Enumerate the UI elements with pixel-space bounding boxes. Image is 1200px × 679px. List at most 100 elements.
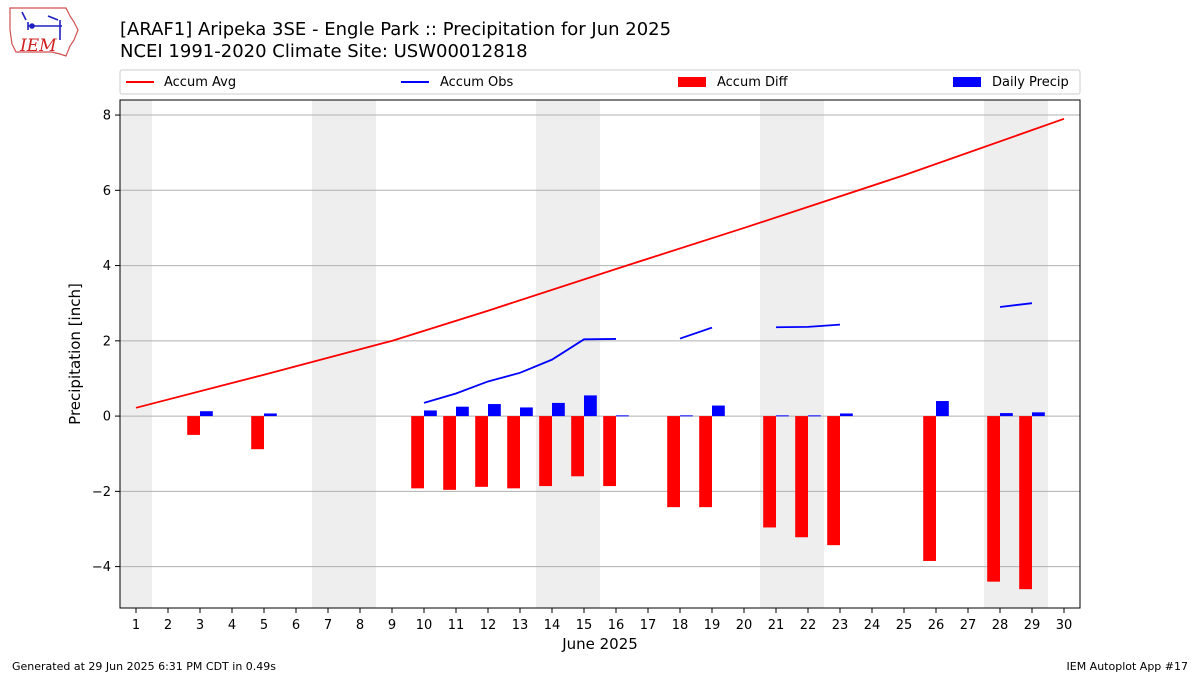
grid-lines <box>120 114 1080 568</box>
legend-swatch-accum-diff <box>678 77 706 87</box>
x-tick-label-26: 26 <box>928 618 945 633</box>
legend-label-accum-avg: Accum Avg <box>164 75 236 90</box>
bar-accum-diff-day-10 <box>411 416 424 489</box>
line-accum-obs-segment-3 <box>775 323 841 329</box>
legend-frame <box>119 69 1081 95</box>
bar-accum-diff-day-19 <box>699 416 712 508</box>
bar-accum-diff-day-28 <box>987 416 1000 582</box>
iowa-outline-icon <box>9 7 79 57</box>
bar-accum-diff-day-12 <box>475 416 488 487</box>
y-axis-ticks: −4 −2 0 2 4 6 8 <box>92 109 120 575</box>
bar-daily-precip-day-28 <box>1000 413 1013 417</box>
x-tick-label-17: 17 <box>640 618 657 633</box>
x-tick-label-22: 22 <box>800 618 817 633</box>
x-tick-label-28: 28 <box>992 618 1009 633</box>
x-tick-label-8: 8 <box>356 618 364 633</box>
bar-accum-diff-day-16 <box>603 416 616 487</box>
bar-accum-diff-day-18 <box>667 416 680 508</box>
chart-subtitle: NCEI 1991-2020 Climate Site: USW00012818 <box>120 41 528 62</box>
legend-label-daily-precip: Daily Precip <box>992 75 1069 90</box>
bar-accum-diff-day-3 <box>187 416 200 435</box>
line-accum-avg <box>135 117 1065 409</box>
legend-swatch-daily-precip <box>953 77 981 87</box>
y-tick-label--4: −4 <box>92 560 111 575</box>
bar-daily-precip-day-22 <box>808 415 821 417</box>
bar-daily-precip-day-13 <box>520 407 533 417</box>
x-tick-label-1: 1 <box>132 618 140 633</box>
bar-accum-diff-day-23 <box>827 416 840 546</box>
x-tick-label-30: 30 <box>1056 618 1073 633</box>
y-tick-label-4: 4 <box>103 259 111 274</box>
weekend-band-3 <box>536 100 600 608</box>
footer-app: IEM Autoplot App #17 <box>1067 660 1189 673</box>
bar-daily-precip-day-26 <box>936 401 949 417</box>
footer-generated: Generated at 29 Jun 2025 6:31 PM CDT in … <box>12 660 276 673</box>
x-tick-label-11: 11 <box>448 618 465 633</box>
weekend-band-1 <box>120 100 152 608</box>
x-tick-label-16: 16 <box>608 618 625 633</box>
bar-accum-diff-day-26 <box>923 416 936 561</box>
bar-accum-diff-day-29 <box>1019 416 1032 590</box>
x-tick-label-12: 12 <box>480 618 497 633</box>
weekend-band-4 <box>760 100 824 608</box>
bar-daily-precip-day-29 <box>1032 412 1045 417</box>
legend-item-accum-obs: Accum Obs <box>401 75 513 90</box>
bar-daily-precip-day-15 <box>584 395 597 417</box>
bar-daily-precip-day-23 <box>840 413 853 417</box>
legend: Accum Avg Accum Obs Accum Diff Daily Pre… <box>119 69 1081 95</box>
x-tick-label-4: 4 <box>228 618 236 633</box>
bar-daily-precip-day-3 <box>200 411 213 417</box>
x-tick-label-3: 3 <box>196 618 204 633</box>
y-tick-label-0: 0 <box>103 410 111 425</box>
bar-daily-precip-day-12 <box>488 404 501 417</box>
legend-item-accum-avg: Accum Avg <box>126 75 236 90</box>
y-tick-label--2: −2 <box>92 485 111 500</box>
legend-label-accum-diff: Accum Diff <box>717 75 789 90</box>
weather-station-icon <box>21 11 62 40</box>
x-tick-label-9: 9 <box>388 618 396 633</box>
lines <box>135 117 1065 409</box>
bar-daily-precip-day-21 <box>776 415 789 417</box>
x-axis-ticks: 1 2 3 4 5 6 7 8 9 10 11 12 13 14 15 16 17 18 19 20 21 22 23 24 2… <box>132 608 1072 633</box>
x-tick-label-21: 21 <box>768 618 785 633</box>
y-tick-label-6: 6 <box>103 184 111 199</box>
x-tick-label-6: 6 <box>292 618 300 633</box>
x-tick-label-7: 7 <box>324 618 332 633</box>
logo-text: IEM <box>19 36 57 56</box>
x-tick-label-23: 23 <box>832 618 849 633</box>
line-accum-obs-segment-1 <box>423 338 617 404</box>
x-tick-label-19: 19 <box>704 618 721 633</box>
bar-daily-precip-day-11 <box>456 406 469 417</box>
legend-label-accum-obs: Accum Obs <box>440 75 513 90</box>
x-tick-label-2: 2 <box>164 618 172 633</box>
bar-accum-diff-day-21 <box>763 416 776 528</box>
x-tick-label-25: 25 <box>896 618 913 633</box>
bar-daily-precip-day-18 <box>680 415 693 417</box>
bars <box>187 395 1045 590</box>
x-tick-label-29: 29 <box>1024 618 1041 633</box>
bar-daily-precip-day-14 <box>552 402 565 417</box>
x-tick-label-24: 24 <box>864 618 881 633</box>
x-tick-label-15: 15 <box>576 618 593 633</box>
line-accum-obs-segment-4 <box>999 302 1033 308</box>
bar-daily-precip-day-5 <box>264 413 277 417</box>
bar-daily-precip-day-16 <box>616 415 629 417</box>
x-tick-label-18: 18 <box>672 618 689 633</box>
x-tick-label-13: 13 <box>512 618 529 633</box>
iem-logo: IEM <box>9 7 79 57</box>
chart-title: [ARAF1] Aripeka 3SE - Engle Park :: Prec… <box>120 19 671 40</box>
plot-frame <box>119 99 1081 609</box>
bar-accum-diff-day-11 <box>443 416 456 490</box>
x-tick-label-5: 5 <box>260 618 268 633</box>
bar-accum-diff-day-15 <box>571 416 584 477</box>
legend-item-accum-diff: Accum Diff <box>678 75 789 90</box>
bar-accum-diff-day-14 <box>539 416 552 487</box>
x-tick-label-10: 10 <box>416 618 433 633</box>
x-tick-label-20: 20 <box>736 618 753 633</box>
y-tick-label-2: 2 <box>103 334 111 349</box>
bar-daily-precip-day-10 <box>424 410 437 417</box>
y-tick-label-8: 8 <box>103 109 111 124</box>
x-tick-label-27: 27 <box>960 618 977 633</box>
